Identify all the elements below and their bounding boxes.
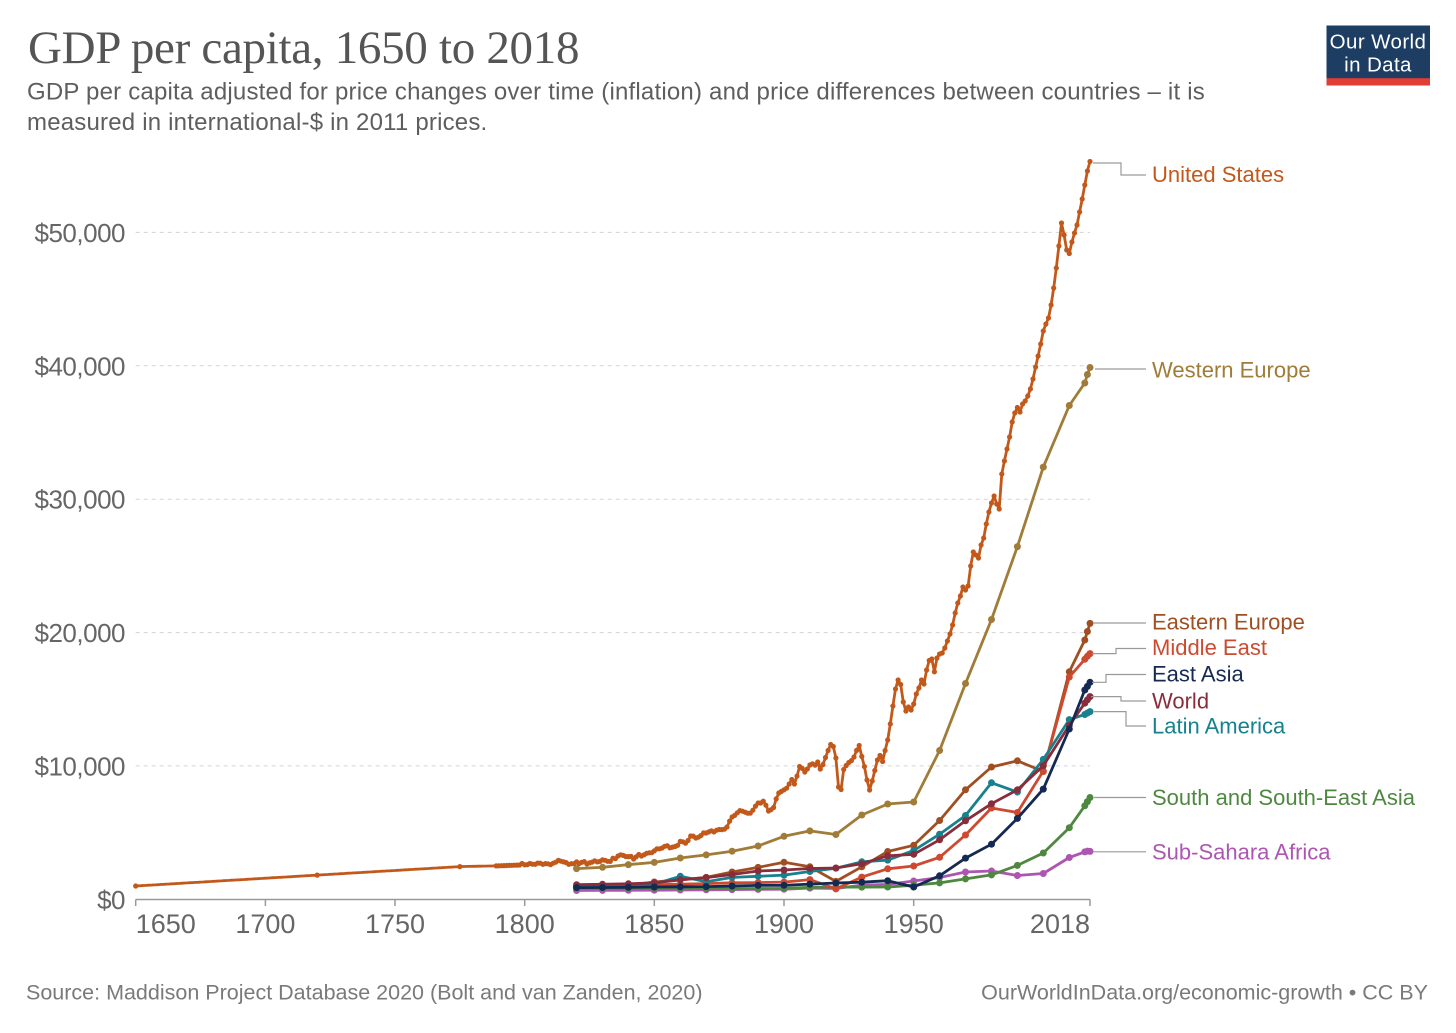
svg-text:Our World: Our World xyxy=(1330,31,1427,54)
svg-text:in Data: in Data xyxy=(1344,54,1412,77)
svg-text:1750: 1750 xyxy=(365,909,425,939)
svg-text:$0: $0 xyxy=(97,885,125,915)
svg-text:1900: 1900 xyxy=(754,909,814,939)
svg-text:East Asia: East Asia xyxy=(1152,662,1244,687)
svg-text:$30,000: $30,000 xyxy=(35,485,126,515)
svg-text:$50,000: $50,000 xyxy=(35,218,126,248)
svg-text:South and South-East Asia: South and South-East Asia xyxy=(1152,785,1416,810)
svg-text:1800: 1800 xyxy=(495,909,555,939)
svg-text:World: World xyxy=(1152,688,1209,713)
svg-text:Latin America: Latin America xyxy=(1152,713,1286,738)
svg-text:OurWorldInData.org/economic-gr: OurWorldInData.org/economic-growth • CC … xyxy=(981,981,1428,1005)
svg-text:GDP per capita adjusted for pr: GDP per capita adjusted for price change… xyxy=(27,79,1205,106)
svg-text:Eastern Europe: Eastern Europe xyxy=(1152,609,1305,634)
svg-text:$20,000: $20,000 xyxy=(35,618,126,648)
svg-text:1700: 1700 xyxy=(235,909,295,939)
svg-text:Source: Maddison Project Datab: Source: Maddison Project Database 2020 (… xyxy=(26,981,702,1005)
svg-text:1850: 1850 xyxy=(624,909,684,939)
svg-text:GDP per capita, 1650 to 2018: GDP per capita, 1650 to 2018 xyxy=(28,22,579,74)
svg-text:measured in international-$ in: measured in international-$ in 2011 pric… xyxy=(27,109,487,136)
svg-text:1950: 1950 xyxy=(884,909,944,939)
svg-text:Western Europe: Western Europe xyxy=(1152,358,1311,383)
svg-text:$10,000: $10,000 xyxy=(35,751,126,781)
svg-text:Sub-Sahara Africa: Sub-Sahara Africa xyxy=(1152,840,1331,865)
svg-text:Middle East: Middle East xyxy=(1152,635,1267,660)
svg-text:2018: 2018 xyxy=(1030,909,1090,939)
svg-text:$40,000: $40,000 xyxy=(35,351,126,381)
svg-text:1650: 1650 xyxy=(136,909,196,939)
svg-text:United States: United States xyxy=(1152,162,1284,187)
